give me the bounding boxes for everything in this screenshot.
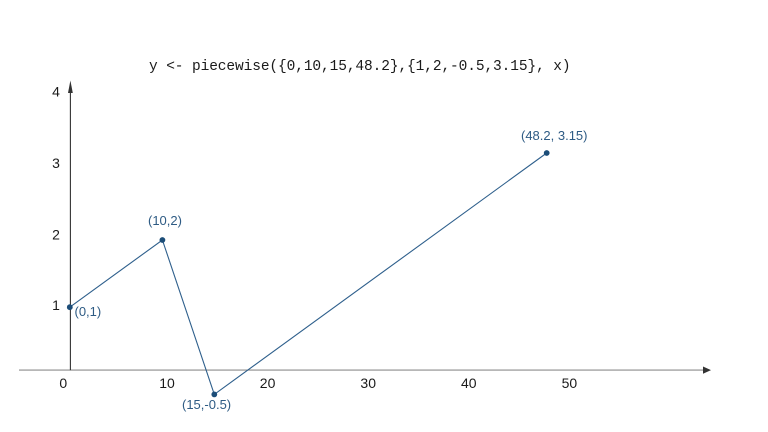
svg-text:4: 4 <box>52 84 60 100</box>
svg-text:2: 2 <box>52 227 60 243</box>
svg-text:0: 0 <box>59 375 67 391</box>
svg-text:30: 30 <box>360 375 376 391</box>
svg-text:(10,2): (10,2) <box>148 213 182 228</box>
svg-text:10: 10 <box>159 375 175 391</box>
svg-text:3: 3 <box>52 155 60 171</box>
svg-text:(48.2, 3.15): (48.2, 3.15) <box>521 128 588 143</box>
svg-text:40: 40 <box>461 375 477 391</box>
svg-text:20: 20 <box>260 375 276 391</box>
svg-text:(0,1): (0,1) <box>75 304 102 319</box>
svg-text:50: 50 <box>562 375 578 391</box>
svg-text:1: 1 <box>52 297 60 313</box>
svg-text:(15,-0.5): (15,-0.5) <box>182 397 231 412</box>
